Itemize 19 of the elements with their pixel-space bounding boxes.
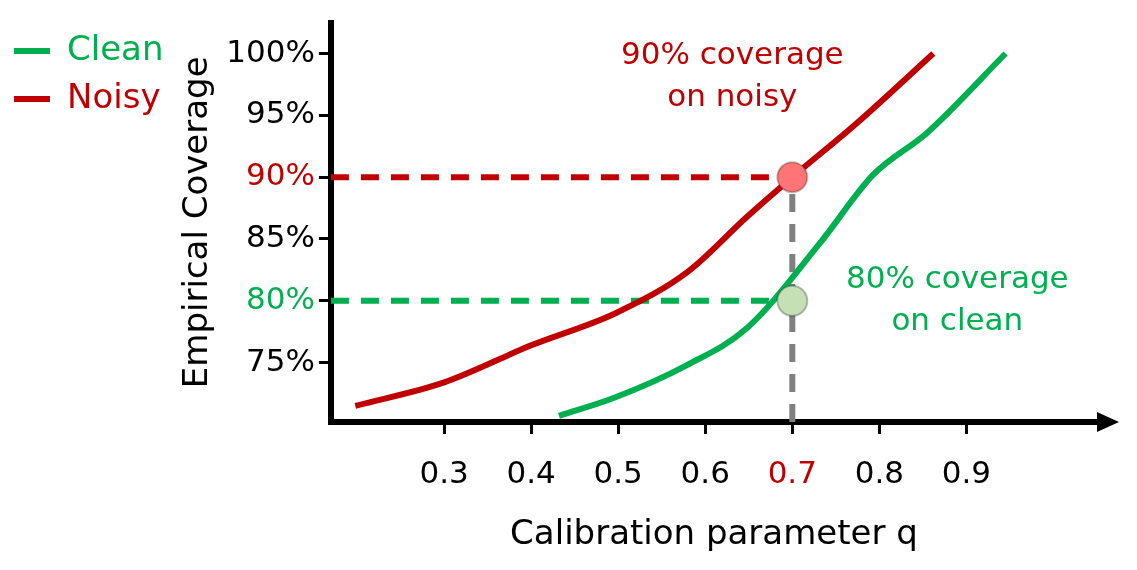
legend-label: Noisy bbox=[67, 75, 161, 116]
x-axis-title: Calibration parameter q bbox=[510, 512, 918, 553]
x-tick-label: 0.9 bbox=[941, 453, 992, 490]
x-tick-label: 0.3 bbox=[419, 453, 469, 490]
x-tick-label: 0.4 bbox=[506, 453, 556, 490]
x-tick-label: 0.6 bbox=[680, 453, 730, 490]
legend-label: Clean bbox=[67, 27, 164, 68]
y-tick-label: 95% bbox=[246, 94, 315, 131]
y-tick-label: 100% bbox=[226, 32, 315, 69]
x-tick-label: 0.8 bbox=[854, 453, 905, 490]
annotation: 90% coverage on noisy bbox=[620, 35, 844, 114]
y-tick-label: 80% bbox=[246, 279, 315, 316]
annotation: 80% coverage on clean bbox=[845, 258, 1069, 337]
y-axis-title: Empirical Coverage bbox=[174, 56, 215, 389]
y-tick-label: 90% bbox=[246, 156, 315, 193]
y-tick-label: 75% bbox=[246, 341, 315, 378]
x-tick-label: 0.5 bbox=[593, 453, 643, 490]
x-tick-label: 0.7 bbox=[767, 453, 817, 490]
y-tick-label: 85% bbox=[246, 218, 315, 255]
